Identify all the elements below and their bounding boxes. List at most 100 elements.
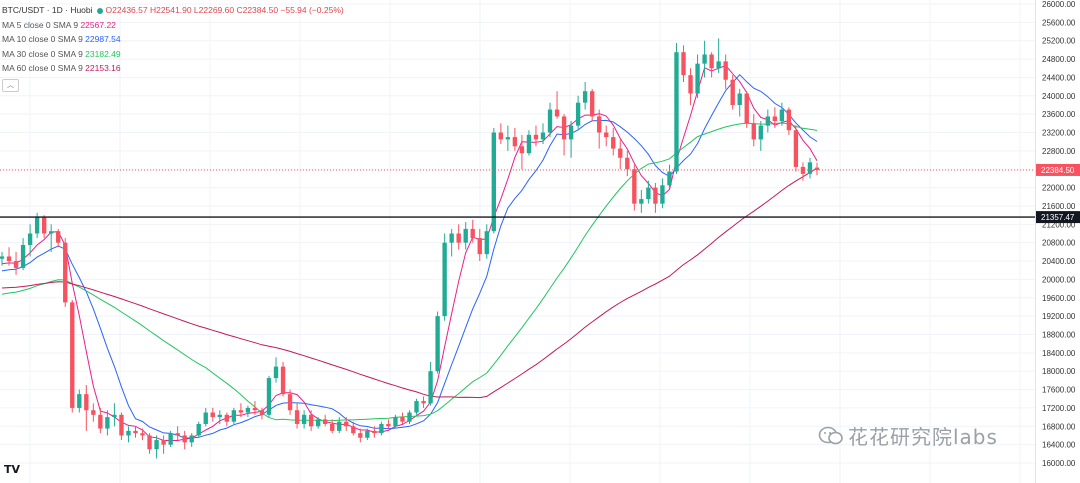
candle-body: [77, 394, 82, 408]
ohlc-readout: O22436.57 H22541.90 L22269.60 C22384.50 …: [105, 5, 344, 15]
y-tick-label: 25200.00: [1042, 37, 1076, 46]
candle-body: [498, 132, 504, 140]
candle-body: [70, 302, 75, 408]
candle-body: [463, 228, 468, 243]
candle-body: [27, 233, 33, 245]
candle-body: [84, 394, 89, 411]
candle-body: [259, 410, 265, 415]
y-tick-label: 17200.00: [1042, 404, 1076, 413]
y-tick-label: 20400.00: [1042, 257, 1076, 266]
candle-body: [625, 157, 630, 170]
ma5-legend[interactable]: MA 5 close 0 SMA 9 22567.22: [2, 18, 344, 33]
candle-body: [751, 123, 756, 140]
symbol-title[interactable]: BTC/USDT · 1D · Huobi: [2, 5, 93, 15]
ma10-legend[interactable]: MA 10 close 0 SMA 9 22987.54: [2, 32, 344, 47]
candle-body: [224, 414, 230, 422]
candle-body: [786, 109, 792, 131]
candle-body: [765, 116, 770, 126]
candle-body: [210, 412, 215, 418]
watermark-text: 花花研究院labs: [848, 425, 998, 449]
ma30-legend[interactable]: MA 30 close 0 SMA 9 23182.49: [2, 47, 344, 62]
y-tick-label: 17600.00: [1042, 386, 1076, 395]
candle-body: [491, 132, 496, 232]
y-tick-label: 24000.00: [1042, 92, 1076, 101]
candle-body: [294, 410, 300, 424]
candle-body: [112, 414, 117, 418]
y-tick-label: 19600.00: [1042, 294, 1076, 303]
candle-body: [646, 187, 651, 200]
candle-body: [421, 401, 426, 404]
y-tick-label: 18800.00: [1042, 330, 1076, 339]
candle-body: [126, 430, 131, 436]
candle-body: [252, 407, 258, 411]
candle-body: [639, 199, 644, 204]
y-tick-label: 19200.00: [1042, 312, 1076, 321]
y-tick-label: 22800.00: [1042, 147, 1076, 156]
candle-body: [20, 244, 26, 268]
candle-body: [154, 440, 159, 450]
candle-body: [484, 231, 489, 255]
candle-body: [91, 410, 96, 415]
candle-body: [597, 116, 602, 133]
y-tick-label: 16800.00: [1042, 422, 1076, 431]
candle-body: [6, 256, 12, 262]
candle-body: [161, 440, 166, 445]
ma30-value: 23182.49: [85, 48, 121, 59]
chevron-up-icon[interactable]: ︿: [2, 78, 19, 92]
y-tick-label: 20000.00: [1042, 275, 1076, 284]
candle-body: [168, 433, 173, 445]
symbol-row: BTC/USDT · 1D · Huobi O22436.57 H22541.90…: [2, 3, 344, 18]
candle-body: [519, 146, 525, 154]
candle-body: [723, 61, 728, 80]
candle-body: [807, 162, 813, 174]
candle-body: [568, 125, 574, 140]
candle-body: [716, 61, 721, 69]
candle-body: [793, 130, 799, 167]
candle-body: [379, 423, 384, 434]
candle-body: [358, 433, 363, 438]
candle-body: [477, 238, 482, 255]
candle-body: [175, 433, 180, 436]
status-dot-icon: [96, 7, 103, 14]
candle-body: [189, 435, 194, 443]
candle-body: [407, 412, 412, 422]
y-tick-label: 18400.00: [1042, 349, 1076, 358]
candle-body: [330, 423, 335, 431]
candle-body: [582, 91, 588, 103]
price-label: 22384.50: [1041, 166, 1075, 175]
candle-body: [372, 430, 377, 434]
candle-body: [589, 91, 595, 117]
ma60-value: 22153.16: [85, 63, 121, 73]
candle-body: [674, 52, 679, 172]
y-tick-label: 24800.00: [1042, 55, 1076, 64]
candle-body: [266, 378, 272, 415]
ma5-label: MA 5 close 0 SMA 9: [2, 19, 79, 30]
ma60-legend[interactable]: MA 60 close 0 SMA 9 22153.16: [2, 61, 344, 76]
candle-body: [554, 109, 560, 117]
candle-body: [653, 187, 658, 204]
candle-body: [105, 417, 110, 429]
watermark: 花花研究院labs: [818, 421, 998, 452]
candle-body: [182, 435, 187, 443]
candle-body: [231, 410, 237, 422]
candle-body: [393, 417, 398, 427]
y-tick-label: 16000.00: [1042, 459, 1076, 468]
tradingview-logo[interactable]: TV: [4, 463, 21, 476]
y-tick-label: 22000.00: [1042, 184, 1076, 193]
candle-body: [63, 242, 68, 303]
candle-body: [308, 414, 314, 427]
candle-body: [428, 371, 433, 404]
candle-body: [119, 414, 124, 436]
ma60-line: [1, 167, 818, 399]
y-tick-label: 21200.00: [1042, 220, 1076, 229]
ma10-line: [1, 73, 818, 439]
candle-body: [575, 102, 581, 126]
candle-body: [604, 132, 609, 138]
candle-body: [442, 242, 447, 317]
hline-label-bg: [1036, 211, 1080, 224]
candle-body: [702, 54, 707, 64]
candle-body: [301, 414, 307, 424]
candle-body: [344, 421, 349, 427]
